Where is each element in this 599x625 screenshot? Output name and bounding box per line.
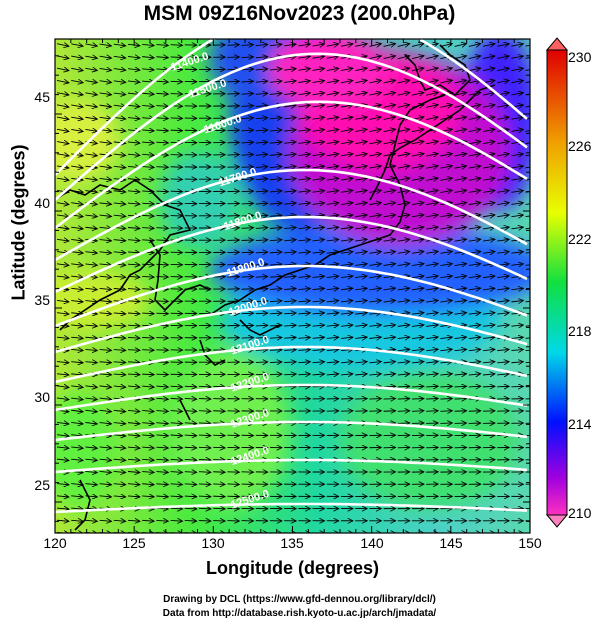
- axis-ticks: [54, 39, 531, 533]
- x-axis-title: Longitude (degrees): [205, 558, 379, 578]
- plot-area: 11400.011500.011600.011700.011800.011900…: [55, 39, 530, 533]
- colorbar-tick-label: 230: [568, 49, 592, 65]
- colorbar-max-arrow: [545, 37, 569, 51]
- x-tick-label: 140: [360, 535, 384, 551]
- colorbar-tick-label: 210: [568, 505, 592, 521]
- footer-credit: Drawing by DCL (https://www.gfd-dennou.o…: [163, 594, 436, 605]
- y-tick-label: 25: [34, 477, 50, 493]
- footer-source: Data from http://database.rish.kyoto-u.a…: [162, 608, 437, 619]
- x-tick-label: 125: [122, 535, 146, 551]
- colorbar-tick-label: 222: [568, 231, 592, 247]
- colorbar: [545, 37, 569, 528]
- map-title: MSM 09Z16Nov2023 (200.0hPa): [143, 2, 456, 25]
- colorbar-tick-label: 226: [568, 138, 592, 154]
- y-tick-label: 30: [34, 389, 50, 405]
- x-tick-label: 150: [518, 535, 542, 551]
- colorbar-tick-label: 214: [568, 416, 592, 432]
- x-tick-label: 145: [439, 535, 463, 551]
- y-tick-label: 35: [34, 292, 50, 308]
- colorbar-tick-label: 218: [568, 323, 592, 339]
- x-tick-label: 130: [201, 535, 225, 551]
- colorbar-min-arrow: [545, 514, 569, 528]
- x-tick-label: 135: [280, 535, 304, 551]
- y-tick-label: 40: [34, 195, 50, 211]
- y-tick-label: 45: [34, 89, 50, 105]
- x-tick-label: 120: [43, 535, 67, 551]
